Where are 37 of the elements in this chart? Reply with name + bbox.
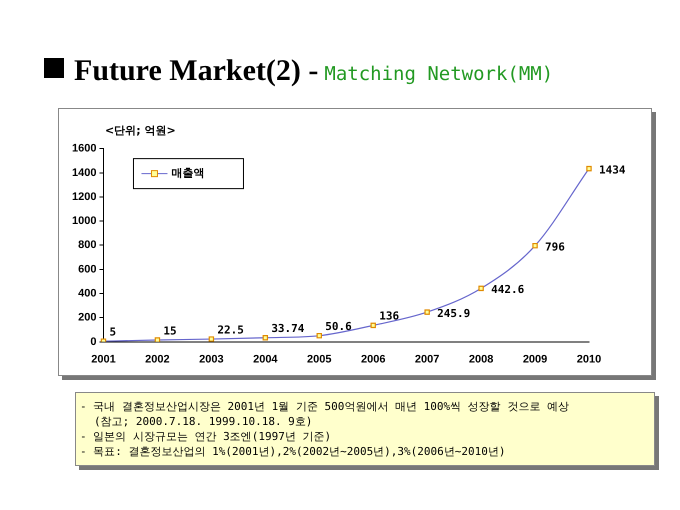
data-label: 796 xyxy=(545,240,566,254)
data-label: 22.5 xyxy=(217,323,244,336)
x-tick-label: 2001 xyxy=(91,353,116,366)
data-label: 136 xyxy=(379,310,400,323)
y-tick-label: 1400 xyxy=(72,166,96,179)
chart-subtitle: Matching Network(MM) xyxy=(324,63,554,85)
x-tick-label: 2006 xyxy=(360,353,386,366)
text: - 국내 결혼정보산업시장은 2001년 1월 기준 500억원에서 매년 100%씩 성장할 것으로 예상 xyxy=(80,399,570,414)
x-tick-label: 2004 xyxy=(253,353,278,366)
data-label: 5 xyxy=(109,326,116,339)
x-tick-label: 2007 xyxy=(414,353,440,366)
data-label: 1434 xyxy=(599,164,626,177)
text: (참고; 2000.7.18. 1999.10.18. 9호) xyxy=(93,414,314,429)
text: - 일본의 시장규모는 연간 3조엔(1997년 기준) xyxy=(80,429,332,444)
data-label: 442.6 xyxy=(491,283,525,296)
chart-title: Future Market(2) - xyxy=(74,54,318,87)
data-label: 50.6 xyxy=(325,320,352,334)
y-tick-label: 0 xyxy=(90,336,96,348)
x-tick-label: 2008 xyxy=(468,353,494,366)
x-tick-label: 2009 xyxy=(522,353,548,366)
x-tick-label: 2003 xyxy=(199,353,224,366)
data-label: 245.9 xyxy=(437,306,470,320)
data-label: 15 xyxy=(163,324,177,338)
data-label: 33.74 xyxy=(271,322,305,336)
y-tick-label: 1600 xyxy=(72,142,96,155)
y-tick-label: 800 xyxy=(78,239,96,252)
text: - 목표: 결혼정보산업의 1%(2001년),2%(2002년~2005년),3%(2006년~2010년) xyxy=(80,444,507,459)
x-tick-label: 2005 xyxy=(307,353,332,366)
y-tick-label: 400 xyxy=(78,288,96,300)
y-tick-label: 600 xyxy=(78,263,96,276)
x-tick-label: 2002 xyxy=(145,353,170,366)
y-tick-label: 1000 xyxy=(72,215,96,228)
y-tick-label: 1200 xyxy=(72,190,96,203)
y-tick-label: 200 xyxy=(78,312,96,324)
y-axis-title: <단위; 억원> xyxy=(105,123,176,138)
legend-label: 매출액 xyxy=(171,166,204,180)
x-tick-label: 2010 xyxy=(576,353,602,366)
